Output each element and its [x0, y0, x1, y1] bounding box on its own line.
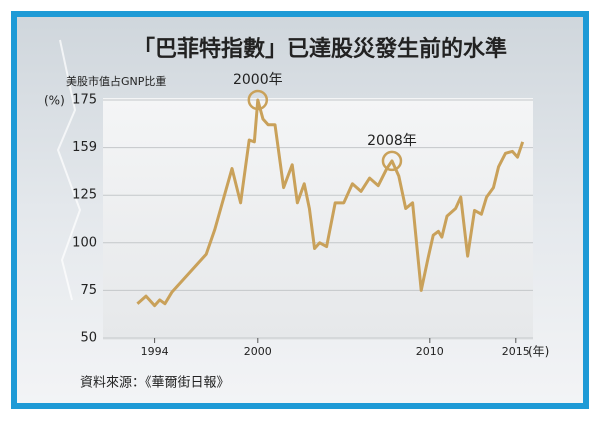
x-tick-label: 2015: [502, 345, 530, 358]
y-tick-label: 159: [72, 140, 97, 155]
y-axis-label: 美股市值占GNP比重: [66, 74, 166, 88]
source: 資料來源：《華爾街日報》: [80, 376, 230, 391]
plot-area: [103, 98, 533, 340]
annotation: 2000年: [233, 72, 283, 88]
y-tick-label: 50: [80, 331, 97, 346]
annotation-circle: [247, 89, 269, 111]
x-unit: (年): [528, 345, 549, 359]
y-tick-label: 175: [72, 93, 97, 108]
lightning: [56, 39, 82, 301]
y-tick-label: 75: [80, 283, 97, 298]
y-unit: (%): [44, 94, 65, 108]
annotation: 2008年: [367, 133, 417, 149]
chart-title: 「巴菲特指數」已達股災發生前的水準: [133, 36, 507, 62]
annotation-circle: [381, 150, 403, 172]
y-tick-label: 100: [72, 235, 97, 250]
x-tick-label: 2010: [416, 345, 444, 358]
x-tick-label: 1994: [141, 345, 169, 358]
data-line: [136, 98, 525, 308]
y-tick-label: 125: [72, 188, 97, 203]
x-tick-label: 2000: [244, 345, 272, 358]
